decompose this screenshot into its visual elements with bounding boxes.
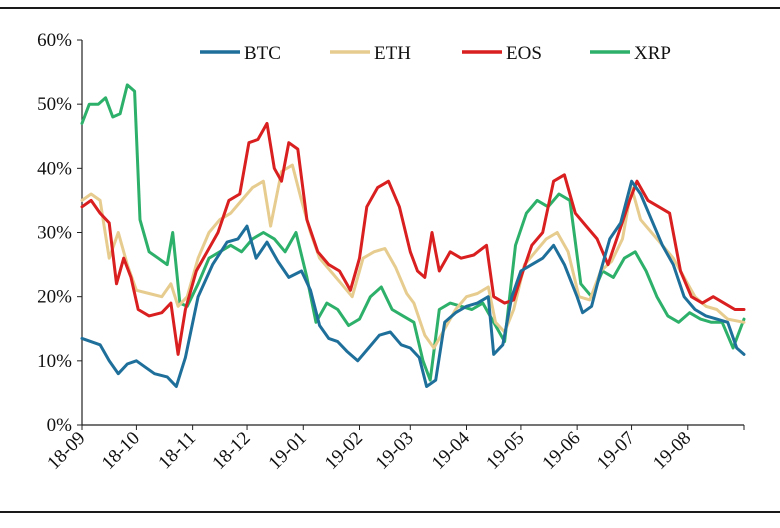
x-tick-label: 19-03	[372, 428, 418, 474]
series-line-xrp	[80, 83, 746, 382]
x-tick-label: 19-06	[538, 428, 584, 474]
legend-item-eos: EOS	[462, 43, 542, 64]
series-line-eth	[80, 163, 746, 350]
x-tick-label: 19-05	[482, 428, 528, 474]
axes	[77, 39, 745, 430]
legend: BTC ETH EOS XRP	[200, 43, 671, 64]
x-tick-label: 19-01	[265, 428, 311, 474]
legend-item-xrp: XRP	[590, 43, 671, 64]
series-line-eos	[80, 121, 746, 356]
x-tick-label: 19-08	[649, 428, 695, 474]
legend-label: EOS	[506, 43, 542, 64]
series-line-btc	[80, 179, 746, 388]
x-tick-label: 19-02	[321, 428, 367, 474]
bottom-rule	[0, 511, 780, 513]
y-tick-label: 0%	[47, 415, 73, 436]
legend-item-btc: BTC	[200, 43, 281, 64]
x-tick-label: 19-07	[593, 428, 639, 474]
y-tick-label: 20%	[37, 287, 72, 308]
y-tick-labels: 0% 10% 20% 30% 40% 50% 60%	[37, 30, 72, 436]
y-tick-label: 30%	[37, 223, 72, 244]
x-tick-labels: 18-09 18-10 18-11 18-12 19-01 19-02 19-03 19-04…	[43, 427, 695, 474]
legend-label: ETH	[374, 43, 411, 64]
x-tick-label: 18-11	[154, 428, 200, 474]
y-tick-label: 40%	[37, 158, 72, 179]
x-tick-label: 18-12	[208, 428, 254, 474]
series-lines	[80, 83, 746, 388]
y-tick-label: 10%	[37, 351, 72, 372]
legend-label: BTC	[244, 43, 281, 64]
top-rule	[0, 7, 780, 9]
x-tick-label: 19-04	[428, 427, 475, 474]
legend-item-eth: ETH	[330, 43, 411, 64]
y-tick-label: 60%	[37, 30, 72, 51]
y-tick-label: 50%	[37, 94, 72, 115]
legend-label: XRP	[634, 43, 671, 64]
x-tick-label: 18-10	[98, 428, 144, 474]
